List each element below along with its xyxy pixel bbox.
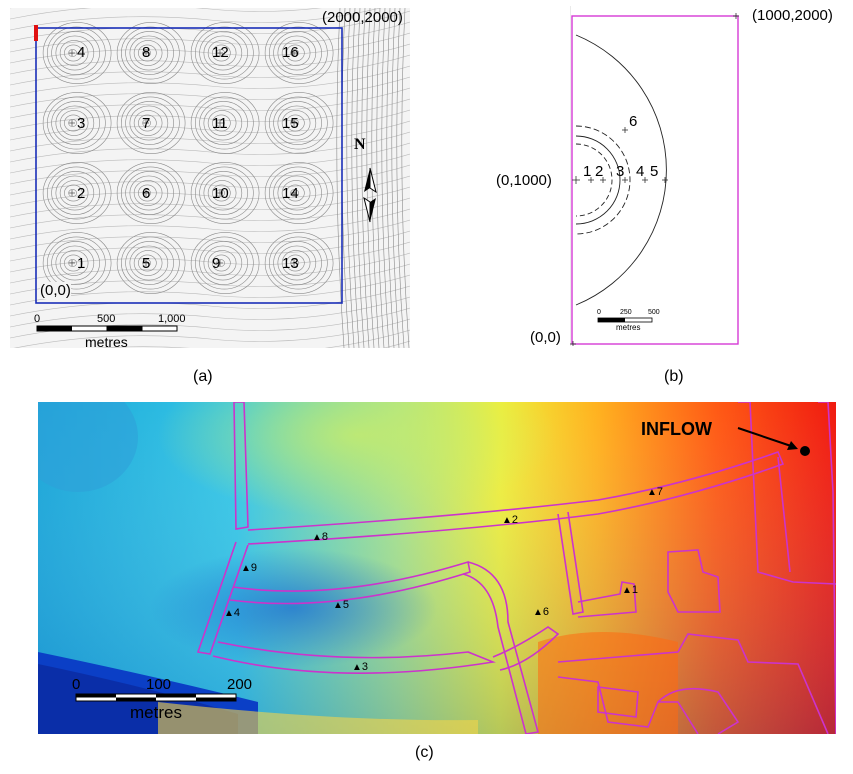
well-label: 15 bbox=[282, 115, 299, 132]
corner-label-bottom-left: (0,0) bbox=[40, 282, 71, 299]
scale-tick-1000: 1,000 bbox=[158, 313, 186, 325]
scale-tick-200-c: 200 bbox=[227, 676, 253, 693]
panel-c-elevation-map bbox=[38, 402, 836, 734]
gauge-marker: ▲2 bbox=[502, 514, 518, 526]
scale-tick-250-b: 250 bbox=[620, 309, 632, 316]
domain-boundary bbox=[35, 27, 343, 304]
well-label: 14 bbox=[282, 185, 299, 202]
triangle-icon: ▲ bbox=[533, 607, 543, 618]
north-label: N bbox=[354, 136, 366, 153]
scale-tick-500-b: 500 bbox=[648, 309, 660, 316]
well-label: 2 bbox=[77, 185, 86, 202]
triangle-icon: ▲ bbox=[333, 600, 343, 611]
point-label-3: 3 bbox=[616, 163, 625, 180]
well-label: 6 bbox=[142, 185, 151, 202]
gauge-label: 1 bbox=[631, 584, 639, 596]
well-label: 4 bbox=[77, 44, 86, 61]
scale-bar-a bbox=[36, 325, 178, 332]
corner-label-top-right: (2000,2000) bbox=[322, 9, 403, 26]
gauge-label: 8 bbox=[321, 531, 329, 543]
gauge-label: 7 bbox=[656, 486, 664, 498]
gauge-label: 5 bbox=[342, 599, 350, 611]
point-label-1: 1 bbox=[583, 163, 592, 180]
well-label: 13 bbox=[282, 255, 299, 272]
inflow-point bbox=[800, 446, 810, 456]
gauge-label: 9 bbox=[250, 562, 258, 574]
gauge-label: 6 bbox=[542, 606, 550, 618]
scale-tick-0: 0 bbox=[34, 313, 41, 325]
boundary-marker bbox=[34, 25, 38, 41]
well-label: 11 bbox=[212, 115, 228, 132]
corner-label-top-right-b: (1000,2000) bbox=[752, 7, 833, 24]
triangle-icon: ▲ bbox=[647, 487, 657, 498]
point-label-6: 6 bbox=[629, 113, 638, 130]
well-label: 3 bbox=[77, 115, 86, 132]
panel-b-diagram bbox=[570, 6, 739, 346]
gauge-marker: ▲8 bbox=[312, 531, 328, 543]
well-label: 8 bbox=[142, 44, 151, 61]
well-label: 7 bbox=[142, 115, 151, 132]
gauge-label: 2 bbox=[511, 514, 519, 526]
triangle-icon: ▲ bbox=[622, 585, 632, 596]
north-arrow-icon bbox=[363, 167, 377, 223]
corner-label-left-mid-b: (0,1000) bbox=[496, 172, 552, 189]
panel-c: ▲1 ▲2 ▲3 ▲4 ▲5 ▲6 ▲7 ▲8 ▲9 INFLOW 0 100 200 metr… bbox=[0, 398, 853, 774]
scale-bar-c bbox=[75, 693, 237, 702]
triangle-icon: ▲ bbox=[502, 515, 512, 526]
gauge-marker: ▲5 bbox=[333, 599, 349, 611]
gauge-marker: ▲7 bbox=[647, 486, 663, 498]
well-label: 9 bbox=[212, 255, 221, 272]
point-label-5: 5 bbox=[650, 163, 659, 180]
corner-label-bottom-left-b: (0,0) bbox=[530, 329, 561, 346]
well-label: 10 bbox=[212, 185, 229, 202]
gauge-marker: ▲1 bbox=[622, 584, 638, 596]
point-label-4: 4 bbox=[636, 163, 645, 180]
caption-b: (b) bbox=[664, 368, 684, 385]
panel-a-contour-map bbox=[10, 8, 410, 348]
scale-bar-b bbox=[597, 317, 653, 323]
well-label: 1 bbox=[77, 255, 86, 272]
gauge-marker: ▲6 bbox=[533, 606, 549, 618]
scale-unit-b: metres bbox=[616, 323, 641, 332]
inflow-label: INFLOW bbox=[641, 419, 712, 439]
triangle-icon: ▲ bbox=[312, 532, 322, 543]
scale-unit-c: metres bbox=[130, 703, 182, 722]
panel-a: (2000,2000) (0,0) N 0 500 1,000 metres 1… bbox=[0, 0, 440, 390]
scale-tick-0-c: 0 bbox=[72, 676, 81, 693]
well-label: 12 bbox=[212, 44, 229, 61]
triangle-icon: ▲ bbox=[352, 662, 362, 673]
scale-tick-500: 500 bbox=[97, 313, 116, 325]
scale-unit: metres bbox=[85, 334, 128, 350]
gauge-label: 4 bbox=[233, 607, 241, 619]
point-label-2: 2 bbox=[595, 163, 604, 180]
gauge-marker: ▲9 bbox=[241, 562, 257, 574]
gauge-label: 3 bbox=[361, 661, 369, 673]
well-label: 16 bbox=[282, 44, 299, 61]
caption-a: (a) bbox=[193, 368, 213, 385]
gauge-marker: ▲4 bbox=[224, 607, 240, 619]
caption-c: (c) bbox=[415, 744, 434, 761]
scale-tick-0-b: 0 bbox=[597, 309, 601, 316]
triangle-icon: ▲ bbox=[224, 608, 234, 619]
gauge-marker: ▲3 bbox=[352, 661, 368, 673]
scale-tick-100-c: 100 bbox=[146, 676, 172, 693]
panel-b: (1000,2000) (0,1000) (0,0) 1 2 3 4 5 6 0… bbox=[440, 0, 853, 390]
well-label: 5 bbox=[142, 255, 151, 272]
triangle-icon: ▲ bbox=[241, 563, 251, 574]
